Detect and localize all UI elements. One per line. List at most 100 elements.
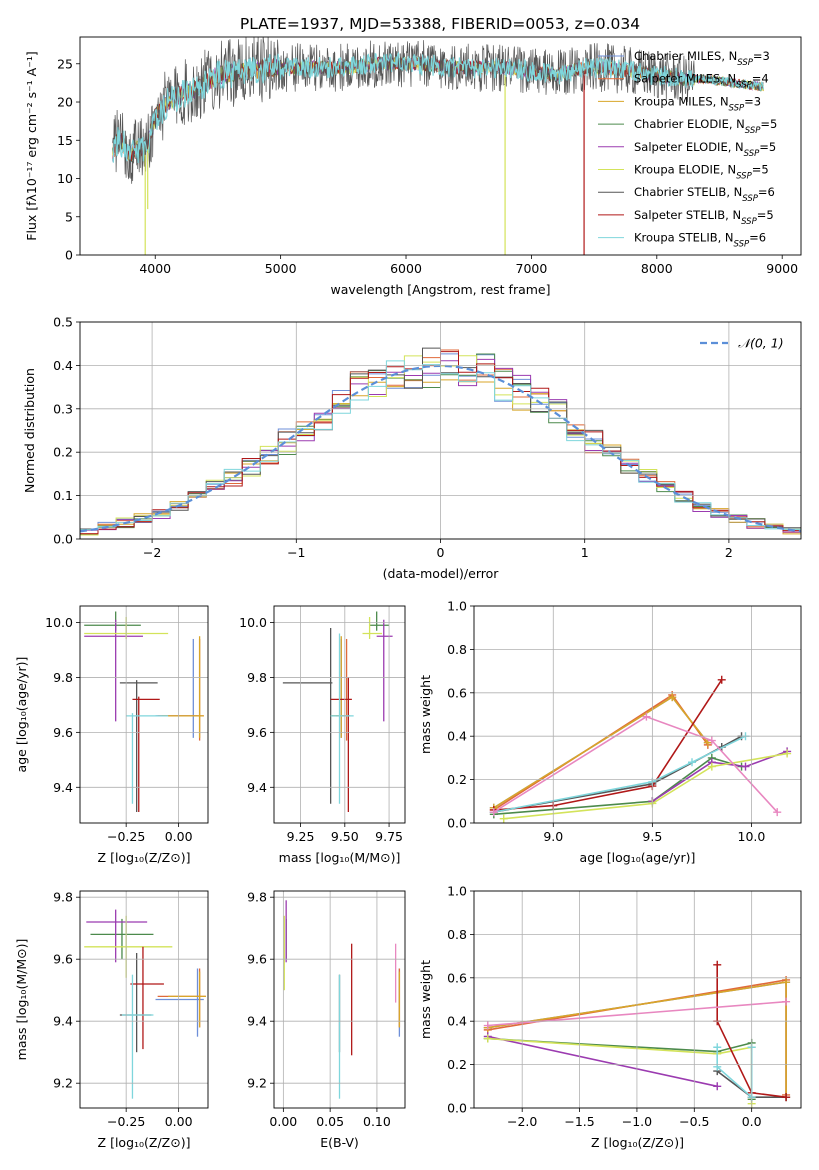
y-tick-label: 9.4	[247, 780, 267, 795]
residual-hist-panel: −2 −1 0 1 2 0.0 0.1 0.2 0.3 0.4 0.5 (data-model)/er…	[22, 315, 802, 581]
x-tick-label: −0.25	[107, 829, 145, 844]
mass-weight-marker	[713, 1082, 722, 1091]
y-tick-label: 10.0	[45, 615, 73, 630]
x-tick-label: −1	[287, 545, 305, 560]
y-tick-label: 9.4	[247, 1014, 267, 1029]
y-tick-label: 15	[57, 133, 73, 148]
mass-weight-marker	[688, 758, 696, 767]
y-tick-label: 9.6	[53, 952, 73, 967]
y-tick-label: 0.2	[447, 772, 467, 787]
x-tick-label: 9.5	[642, 829, 662, 844]
mass-weight-line	[651, 750, 788, 802]
y-tick-label: 9.2	[53, 1076, 73, 1091]
axes-frame	[473, 890, 802, 1109]
x-axis-label: Z [log₁₀(Z/Z⊙)]	[98, 850, 191, 865]
x-axis-label: Z [log₁₀(Z/Z⊙)]	[98, 1135, 191, 1150]
x-tick-label: 6000	[390, 261, 422, 276]
x-tick-label: 0.10	[363, 1114, 391, 1129]
y-tick-label: 0.8	[447, 642, 467, 657]
mass-weight-marker	[741, 762, 750, 771]
x-axis-label: E(B-V)	[320, 1135, 359, 1150]
spectrum-panel: 4000 5000 6000 7000 8000 9000 0 5 10 15 20 25 wavele…	[24, 36, 802, 297]
axes-frame	[79, 605, 209, 824]
y-tick-label: 0.0	[447, 816, 467, 831]
mass-vs-z-plot-area	[84, 909, 206, 1099]
y-tick-label: 9.8	[53, 890, 73, 905]
x-axis-label: mass [log₁₀(M/M⊙)]	[279, 850, 401, 865]
y-axis-label: mass weight	[418, 675, 433, 754]
y-tick-label: 0.4	[447, 729, 467, 744]
mass-weight-line	[503, 752, 788, 820]
spectrum-plot-area	[112, 37, 764, 255]
spectrum-line-kroupa-stelib	[112, 51, 764, 164]
x-tick-label: 7000	[516, 261, 548, 276]
mass-weight-marker	[489, 808, 498, 817]
axes-frame	[79, 36, 802, 256]
legend-gaussian-label: 𝒩(0, 1)	[738, 336, 784, 351]
mass-weight-line	[493, 715, 778, 813]
legend-label-4: Chabrier ELODIE, NSSP=5	[634, 117, 777, 136]
x-tick-label: −0.25	[107, 1114, 145, 1129]
y-tick-label: 25	[57, 56, 73, 71]
y-tick-label: 9.8	[53, 670, 73, 685]
mass-weight-marker	[717, 675, 726, 684]
x-axis-label: wavelength [Angstrom, rest frame]	[330, 282, 550, 297]
x-tick-label: 9.75	[375, 829, 403, 844]
y-axis-label: mass weight	[418, 960, 433, 1039]
y-tick-label: 0.6	[447, 970, 467, 985]
x-tick-label: 1	[581, 545, 589, 560]
y-tick-label: 0.0	[447, 1101, 467, 1116]
x-axis-label: age [log₁₀(age/yr)]	[580, 850, 696, 865]
x-tick-label: 0.00	[165, 1114, 193, 1129]
x-tick-label: −1.0	[622, 1114, 652, 1129]
x-tick-label: 0	[437, 545, 445, 560]
massweight-vs-age-plot-area	[489, 675, 792, 823]
massweight-vs-age-panel: 9.0 9.5 10.0 0.0 0.2 0.4 0.6 0.8 1.0 age [log₁₀(a…	[418, 599, 802, 865]
y-axis-label: Normed distribution	[22, 368, 37, 493]
y-tick-label: 20	[57, 95, 73, 110]
y-tick-label: 1.0	[447, 884, 467, 899]
mass-weight-line	[716, 1047, 753, 1099]
legend-label-3: Kroupa MILES, NSSP=3	[634, 94, 761, 113]
y-tick-label: 0.2	[53, 445, 73, 460]
mass-weight-marker	[668, 693, 677, 702]
y-tick-label: 0	[65, 248, 73, 263]
axes-frame	[79, 890, 209, 1109]
mass-weight-marker	[782, 978, 791, 987]
x-tick-label: 10.0	[738, 829, 766, 844]
massweight-vs-z-panel: −2.0 −1.5 −1.0 −0.5 0.0 0.0 0.2 0.4 0.6 0.8 1.0 Z […	[418, 884, 802, 1150]
legend-label-6: Kroupa ELODIE, NSSP=5	[634, 163, 769, 182]
age-vs-z-panel: −0.25 0.00 9.4 9.6 9.8 10.0 Z [log₁₀(Z/Z⊙)] age…	[14, 605, 209, 865]
x-tick-label: 0.0	[742, 1114, 762, 1129]
mass-weight-line	[716, 964, 787, 1098]
legend-label-9: Kroupa STELIB, NSSP=6	[634, 231, 766, 250]
y-tick-label: 1.0	[447, 599, 467, 614]
x-tick-label: −2.0	[507, 1114, 537, 1129]
x-axis-label: (data-model)/error	[383, 566, 500, 581]
mass-weight-marker	[707, 762, 716, 771]
mass-weight-line	[493, 735, 742, 813]
legend-label-7: Chabrier STELIB, NSSP=6	[634, 185, 775, 204]
x-tick-label: 9.25	[287, 829, 315, 844]
x-tick-label: −1.5	[564, 1114, 594, 1129]
y-tick-label: 9.4	[53, 780, 73, 795]
y-tick-label: 0.3	[53, 401, 73, 416]
y-tick-label: 9.4	[53, 1014, 73, 1029]
axes-frame	[273, 890, 406, 1109]
y-tick-label: 9.6	[53, 725, 73, 740]
axes-frame	[273, 605, 406, 824]
mass-weight-marker	[642, 712, 651, 721]
mass-weight-marker	[713, 1043, 722, 1052]
mass-weight-marker	[483, 1034, 492, 1043]
y-tick-label: 10	[57, 171, 73, 186]
y-tick-label: 9.8	[247, 890, 267, 905]
mass-weight-marker	[782, 1093, 791, 1102]
spectrum-line-chabrier-stelib	[112, 37, 764, 184]
age-vs-mass-panel: 9.25 9.50 9.75 9.4 9.6 9.8 10.0 mass [log₁₀(M/M…	[239, 605, 406, 865]
y-tick-label: 9.6	[247, 725, 267, 740]
x-tick-label: 9000	[766, 261, 798, 276]
y-axis-label: mass [log₁₀(M/M⊙)]	[14, 939, 29, 1061]
axes-frame	[473, 605, 802, 824]
y-tick-label: 0.1	[53, 488, 73, 503]
